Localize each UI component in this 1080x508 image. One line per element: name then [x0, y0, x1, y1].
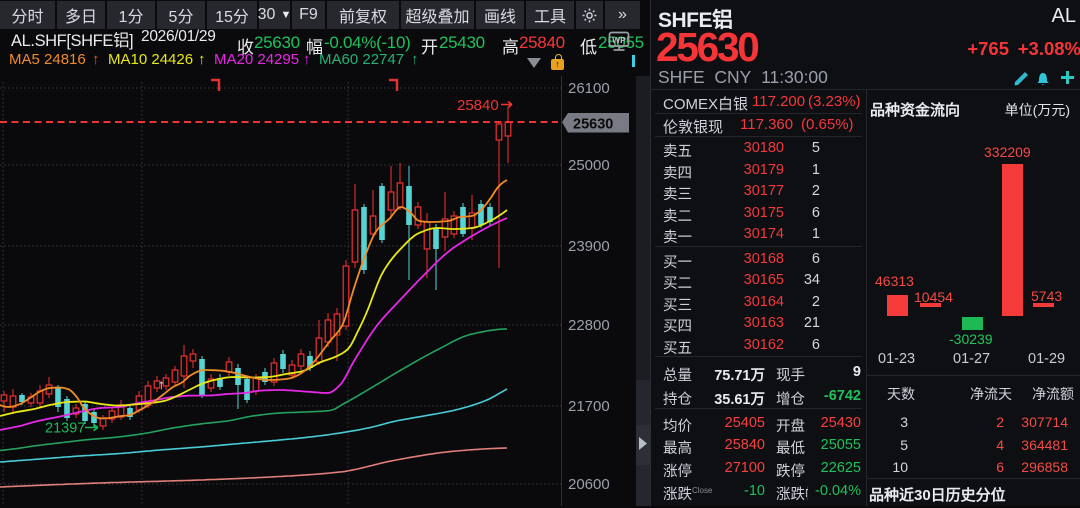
svg-text:20600: 20600	[568, 476, 610, 493]
svg-text:25630: 25630	[573, 117, 613, 133]
svg-text:↑: ↑	[158, 377, 165, 392]
svg-text:26100: 26100	[568, 80, 610, 97]
svg-text:21397: 21397	[45, 421, 85, 437]
svg-text:25840: 25840	[457, 97, 499, 114]
svg-text:WP: WP	[612, 35, 626, 45]
svg-text:22800: 22800	[568, 317, 610, 334]
svg-text:23900: 23900	[568, 238, 610, 255]
svg-text:21700: 21700	[568, 398, 610, 415]
svg-text:25000: 25000	[568, 157, 610, 174]
